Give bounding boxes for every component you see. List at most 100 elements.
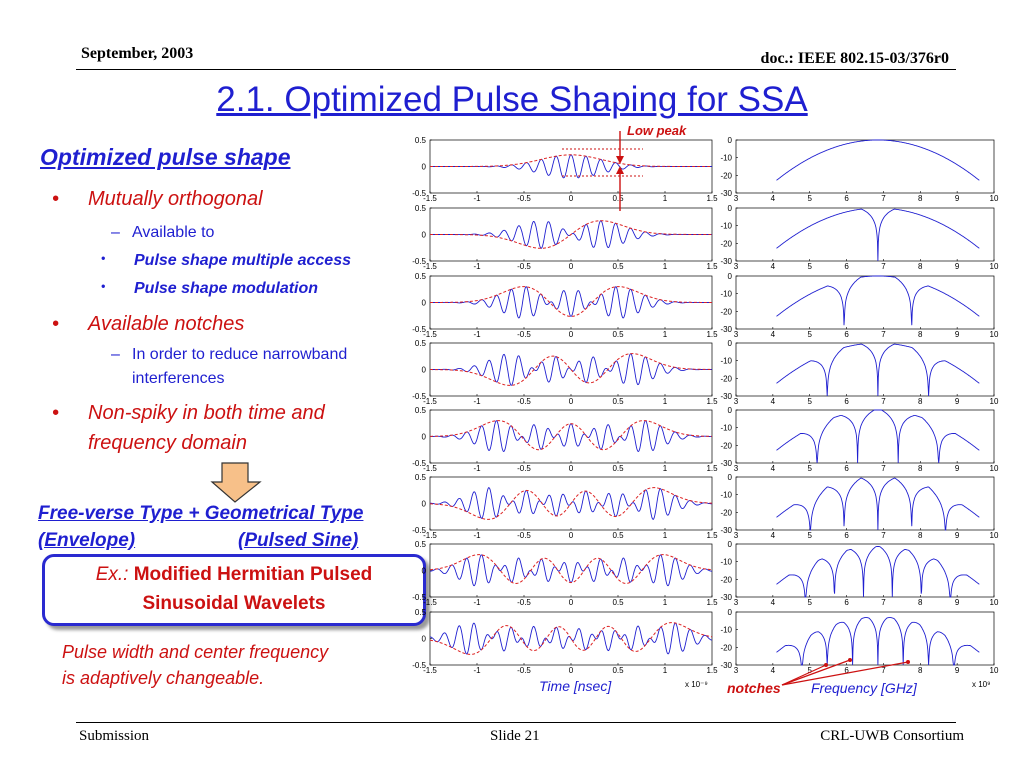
- freq-x-tick-label: 4: [771, 598, 776, 607]
- time-y-tick-label: 0.5: [415, 608, 427, 617]
- freq-y-tick-label: -20: [720, 441, 732, 450]
- low-peak-markers: [562, 131, 643, 211]
- freq-x-tick-label: 6: [844, 397, 849, 406]
- time-y-tick-label: 0: [422, 567, 427, 576]
- time-panel-frame: [429, 409, 713, 464]
- note-line-1: Pulse width and center frequency: [62, 642, 329, 662]
- type-combination-label: Free-verse Type + Geometrical Type: [38, 503, 364, 524]
- freq-y-tick-label: -30: [720, 661, 732, 670]
- spectrum-panel: 3 4 5 6 7 8 9 10 0 -10 -20 -30: [720, 272, 999, 339]
- time-x-tick-label: 0: [569, 666, 574, 675]
- freq-y-tick-label: 0: [728, 339, 733, 348]
- time-x-tick-label: 1: [663, 262, 668, 271]
- time-x-tick-label: 0.5: [612, 666, 624, 675]
- time-x-tick-label: -0.5: [517, 194, 531, 203]
- spectrum-panel-frame: [735, 611, 995, 666]
- time-y-tick-label: 0.5: [415, 473, 427, 482]
- waveform-line: [430, 353, 712, 386]
- freq-y-tick-label: -20: [720, 508, 732, 517]
- spectrum-panel: 3 4 5 6 7 8 9 10 0 -10 -20 -30: [720, 540, 999, 607]
- freq-x-tick-label: 3: [734, 666, 739, 675]
- header-date: September, 2003: [81, 45, 194, 62]
- time-x-tick-label: -1.5: [423, 330, 437, 339]
- freq-x-tick-label: 9: [955, 666, 960, 675]
- freq-x-tick-label: 4: [771, 194, 776, 203]
- time-x-tick-label: 0: [569, 397, 574, 406]
- freq-x-tick-label: 10: [990, 464, 999, 473]
- freq-x-tick-label: 6: [844, 330, 849, 339]
- envelope-line: [429, 622, 713, 655]
- time-panel: -1.5 -1 -0.5 0 0.5 1 1.5 0.5 0 -0.5: [412, 204, 718, 271]
- example-text-1: Modified Hermitian Pulsed: [133, 564, 373, 585]
- frequency-axis-exponent: x 10⁹: [972, 680, 991, 689]
- freq-x-tick-label: 9: [955, 531, 960, 540]
- time-x-tick-label: -0.5: [517, 397, 531, 406]
- bullet-marker: –: [111, 346, 120, 363]
- time-x-tick-label: 1: [663, 330, 668, 339]
- notch-arrow: [781, 661, 909, 686]
- spectrum-line: [776, 139, 980, 181]
- time-panel-frame: [429, 275, 713, 330]
- freq-x-tick-label: 5: [807, 531, 812, 540]
- freq-y-tick-label: 0: [728, 204, 733, 213]
- notch-arrowhead: [824, 663, 828, 667]
- freq-y-tick-label: -30: [720, 459, 732, 468]
- envelope-line: [430, 220, 712, 249]
- freq-x-tick-label: 7: [881, 194, 886, 203]
- time-x-tick-label: -1.5: [423, 531, 437, 540]
- spectrum-line: [776, 409, 980, 464]
- freq-x-tick-label: 7: [881, 330, 886, 339]
- bullet-marker: •: [101, 279, 106, 293]
- freq-y-tick-label: -10: [720, 154, 732, 163]
- freq-y-tick-label: -30: [720, 593, 732, 602]
- time-x-tick-label: 0.5: [612, 397, 624, 406]
- spectrum-line: [776, 617, 980, 666]
- bullet-text: Mutually orthogonal: [88, 188, 263, 210]
- envelope-label: (Envelope): [38, 530, 136, 551]
- freq-x-tick-label: 5: [807, 262, 812, 271]
- time-y-tick-label: -0.5: [412, 325, 426, 334]
- freq-x-tick-label: 4: [771, 262, 776, 271]
- freq-x-tick-label: 5: [807, 666, 812, 675]
- time-x-tick-label: 0: [569, 330, 574, 339]
- freq-x-tick-label: 3: [734, 531, 739, 540]
- time-x-tick-label: 1.5: [706, 194, 718, 203]
- freq-y-tick-label: 0: [728, 136, 733, 145]
- section-subtitle: Optimized pulse shape: [40, 144, 291, 170]
- freq-x-tick-label: 9: [955, 397, 960, 406]
- freq-x-tick-label: 3: [734, 397, 739, 406]
- time-x-tick-label: 1.5: [706, 262, 718, 271]
- freq-x-tick-label: 6: [844, 531, 849, 540]
- spectrum-panel-frame: [735, 476, 995, 531]
- time-y-tick-label: -0.5: [412, 661, 426, 670]
- example-prefix: Ex.:: [95, 564, 129, 585]
- time-x-tick-label: -1.5: [423, 464, 437, 473]
- freq-x-tick-label: 8: [918, 531, 923, 540]
- time-y-tick-label: -0.5: [412, 189, 426, 198]
- spectrum-panel: 3 4 5 6 7 8 9 10 0 -10 -20 -30: [720, 339, 999, 406]
- time-y-tick-label: 0: [422, 635, 427, 644]
- spectrum-panel: 3 4 5 6 7 8 9 10 0 -10 -20 -30: [720, 136, 999, 203]
- freq-y-tick-label: -20: [720, 307, 732, 316]
- spectrum-panel: 3 4 5 6 7 8 9 10 0 -10 -20 -30: [720, 473, 999, 540]
- freq-x-tick-label: 7: [881, 666, 886, 675]
- bullet-marker: •: [52, 188, 60, 210]
- spectrum-panel-frame: [735, 275, 995, 330]
- time-y-tick-label: -0.5: [412, 593, 426, 602]
- freq-x-tick-label: 10: [990, 397, 999, 406]
- low-peak-arrowhead-down: [616, 156, 624, 164]
- time-x-tick-label: 1.5: [706, 598, 718, 607]
- freq-x-tick-label: 5: [807, 598, 812, 607]
- time-x-tick-label: 1: [663, 531, 668, 540]
- time-x-tick-label: 1.5: [706, 531, 718, 540]
- time-y-tick-label: 0: [422, 366, 427, 375]
- time-x-tick-label: 1.5: [706, 464, 718, 473]
- time-y-tick-label: 0: [422, 500, 427, 509]
- time-y-tick-label: -0.5: [412, 526, 426, 535]
- time-x-tick-label: -1: [473, 464, 481, 473]
- freq-x-tick-label: 3: [734, 330, 739, 339]
- bullet-marker: –: [111, 224, 120, 241]
- time-x-tick-label: -1.5: [423, 397, 437, 406]
- freq-y-tick-label: -10: [720, 222, 732, 231]
- time-x-tick-label: -1: [473, 330, 481, 339]
